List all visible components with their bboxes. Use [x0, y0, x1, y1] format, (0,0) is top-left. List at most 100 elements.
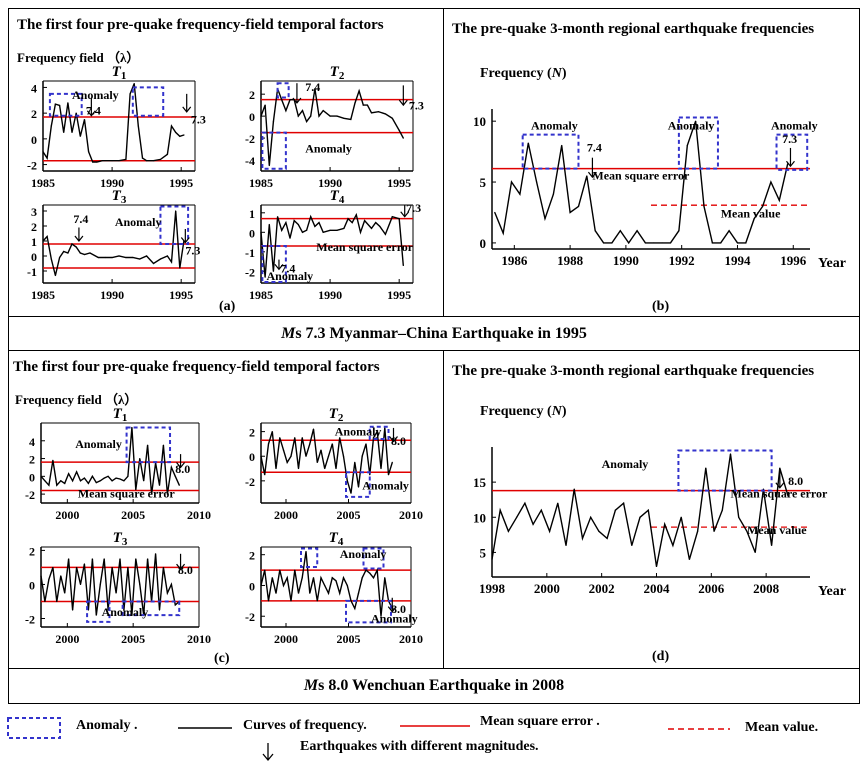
data-point	[139, 457, 141, 460]
annotation: 7.4	[86, 103, 101, 117]
data-point	[350, 492, 352, 494]
data-point	[347, 218, 349, 220]
y-tick-label: 10	[473, 510, 486, 525]
data-point	[67, 102, 69, 104]
data-point	[527, 142, 529, 144]
data-point	[286, 461, 288, 463]
data-point	[115, 592, 117, 594]
legend-curve-label: Curves of frequency.	[243, 718, 367, 733]
frequency-curve	[260, 427, 393, 494]
x-tick-label: 1994	[724, 253, 751, 268]
chart-T1_2008: -2 0 2 4 2000 2005 2010 T1 Anomaly Mean square er…	[25, 406, 211, 522]
data-point	[50, 258, 52, 260]
anomaly-box	[261, 131, 287, 170]
quake-title-text: s 7.3 Myanmar–China Earthquake in 1995	[295, 325, 587, 342]
frequency-curve	[40, 427, 180, 495]
panel-a-title: The first four pre-quake frequency-field…	[17, 17, 384, 33]
data-point	[40, 475, 42, 477]
data-point	[721, 509, 723, 511]
data-point	[314, 225, 316, 228]
data-point	[301, 231, 304, 233]
x-tick-label: 2010	[399, 508, 423, 522]
annotation: 8.0	[175, 462, 190, 476]
data-point	[636, 230, 638, 232]
data-point	[87, 482, 89, 485]
annotation: Anomaly	[340, 547, 387, 561]
quake-title-1995: Ms 7.3 Myanmar–China Earthquake in 1995	[8, 316, 860, 352]
data-point	[162, 444, 165, 446]
y-tick-label: -1	[245, 246, 255, 260]
anomaly-box	[125, 426, 172, 464]
data-point	[335, 467, 337, 470]
annotation: Anomaly	[771, 119, 818, 133]
quake-arrowhead	[786, 160, 795, 168]
quake-title-2008: Ms 8.0 Wenchuan Earthquake in 2008	[8, 668, 860, 704]
x-tick-label: 2005	[337, 632, 361, 646]
data-point	[260, 231, 262, 233]
data-point	[166, 153, 168, 155]
x-tick-label: 1995	[169, 176, 193, 190]
panel-a: The first four pre-quake frequency-field…	[8, 8, 445, 318]
data-point	[364, 220, 366, 222]
data-point	[316, 461, 318, 463]
data-point	[402, 137, 404, 139]
data-point	[331, 443, 333, 445]
data-point	[336, 115, 338, 117]
data-point	[606, 537, 608, 539]
data-point	[753, 217, 755, 220]
data-point	[52, 459, 54, 461]
data-point	[50, 125, 52, 127]
panel-d-chart: 5 10 15 1998 2000 2002 2004 2006 2008 Frequency (…	[473, 404, 846, 599]
data-point	[297, 115, 299, 117]
data-point	[316, 600, 318, 602]
data-point	[351, 221, 353, 224]
data-point	[107, 475, 109, 477]
data-point	[350, 600, 352, 602]
data-point	[260, 455, 262, 457]
data-point	[79, 135, 81, 137]
quake-arrowhead	[398, 99, 408, 107]
data-point	[88, 151, 90, 153]
data-point	[132, 256, 134, 259]
data-point	[305, 455, 307, 457]
data-point	[301, 110, 304, 112]
data-point	[123, 609, 125, 611]
data-point	[318, 115, 320, 117]
quake-title-text-2: s 8.0 Wenchuan Earthquake in 2008	[318, 677, 565, 694]
chart-title: T2	[329, 406, 344, 424]
quake-arrowhead	[86, 110, 96, 117]
data-point	[154, 553, 157, 555]
data-point	[107, 609, 109, 611]
panel-c: The first four pre-quake frequency-field…	[8, 350, 445, 670]
legend-mse-label: Mean square error .	[480, 714, 600, 729]
data-point	[175, 131, 177, 134]
y-tick-label: 2	[29, 453, 35, 467]
anomaly-box	[300, 547, 319, 569]
anomaly-box	[362, 547, 385, 570]
data-point	[552, 193, 554, 195]
panel-c-ylabel: Frequency field （λ）	[15, 392, 138, 407]
data-point	[92, 161, 94, 163]
data-point	[357, 592, 360, 594]
x-tick-label: 1990	[100, 176, 124, 190]
data-point	[598, 530, 600, 532]
data-point	[52, 566, 54, 569]
data-point	[577, 205, 580, 207]
data-point	[58, 256, 61, 259]
data-point	[83, 253, 86, 256]
data-point	[335, 580, 337, 582]
data-point	[380, 467, 382, 470]
data-point	[375, 221, 377, 224]
data-point	[72, 609, 74, 611]
data-point	[619, 230, 621, 232]
x-tick-label: 2010	[399, 632, 423, 646]
data-point	[510, 181, 513, 183]
data-point	[60, 575, 62, 577]
annotation: 8.0	[391, 602, 406, 616]
y-tick-label: 0	[249, 450, 255, 464]
data-point	[491, 558, 493, 561]
data-point	[166, 255, 168, 257]
data-point	[118, 160, 120, 162]
data-point	[83, 477, 86, 479]
